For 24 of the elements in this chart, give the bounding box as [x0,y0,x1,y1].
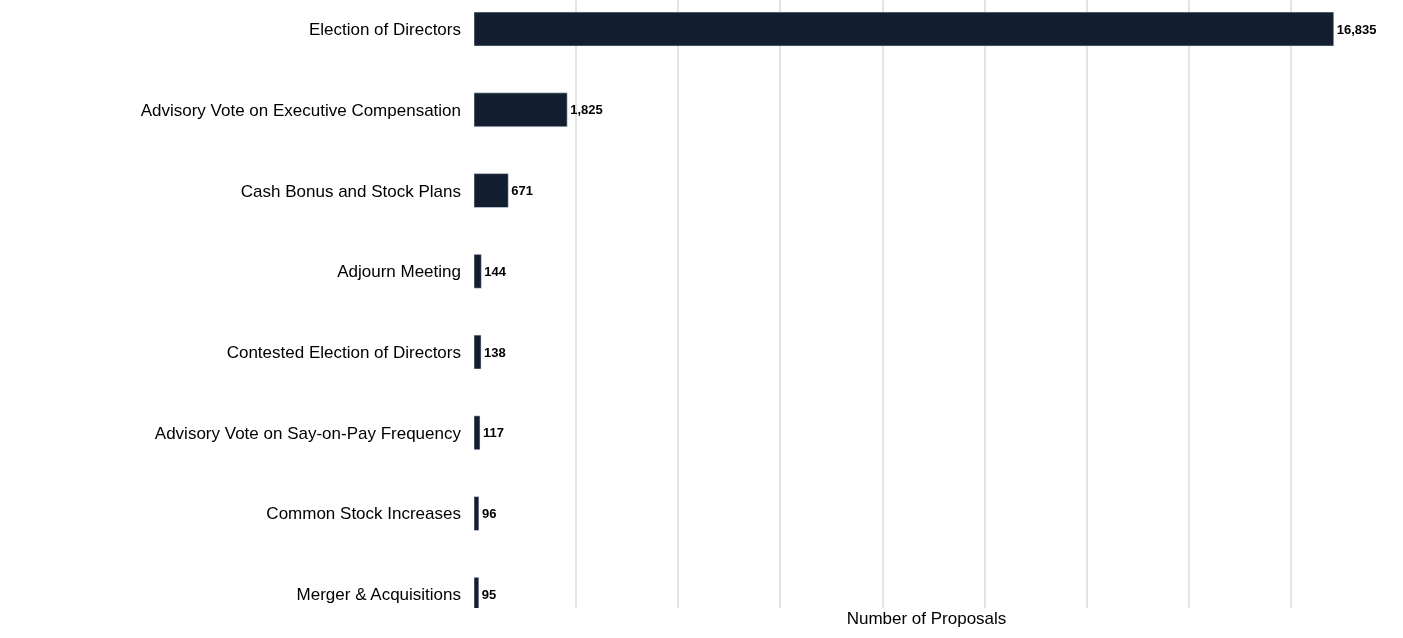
data-label: 138 [484,344,506,360]
bar [474,415,481,450]
data-label: 144 [484,263,507,279]
data-label: 1,825 [570,102,603,118]
y-tick-label: Election of Directors [308,20,461,40]
bar [474,496,480,531]
x-axis-title: Number of Proposals [846,609,1007,629]
bar [474,173,509,208]
y-tick-label: Common Stock Increases [266,504,461,524]
y-tick-label: Merger & Acquisitions [296,585,461,605]
data-label: 16,835 [1336,21,1377,37]
data-label: 671 [511,183,533,199]
data-label: 96 [481,506,497,522]
y-tick-label: Cash Bonus and Stock Plans [240,181,461,201]
y-tick-label: Contested Election of Directors [226,342,461,362]
y-tick-label: Advisory Vote on Say-on-Pay Frequency [154,423,462,443]
y-tick-label: Advisory Vote on Executive Compensation [140,100,461,120]
bar [474,254,482,289]
y-tick-label: Adjourn Meeting [337,262,461,282]
bar [474,11,1334,47]
data-label: 117 [482,425,504,441]
bar [474,334,482,370]
data-label: 95 [481,586,497,602]
bar [474,92,568,128]
